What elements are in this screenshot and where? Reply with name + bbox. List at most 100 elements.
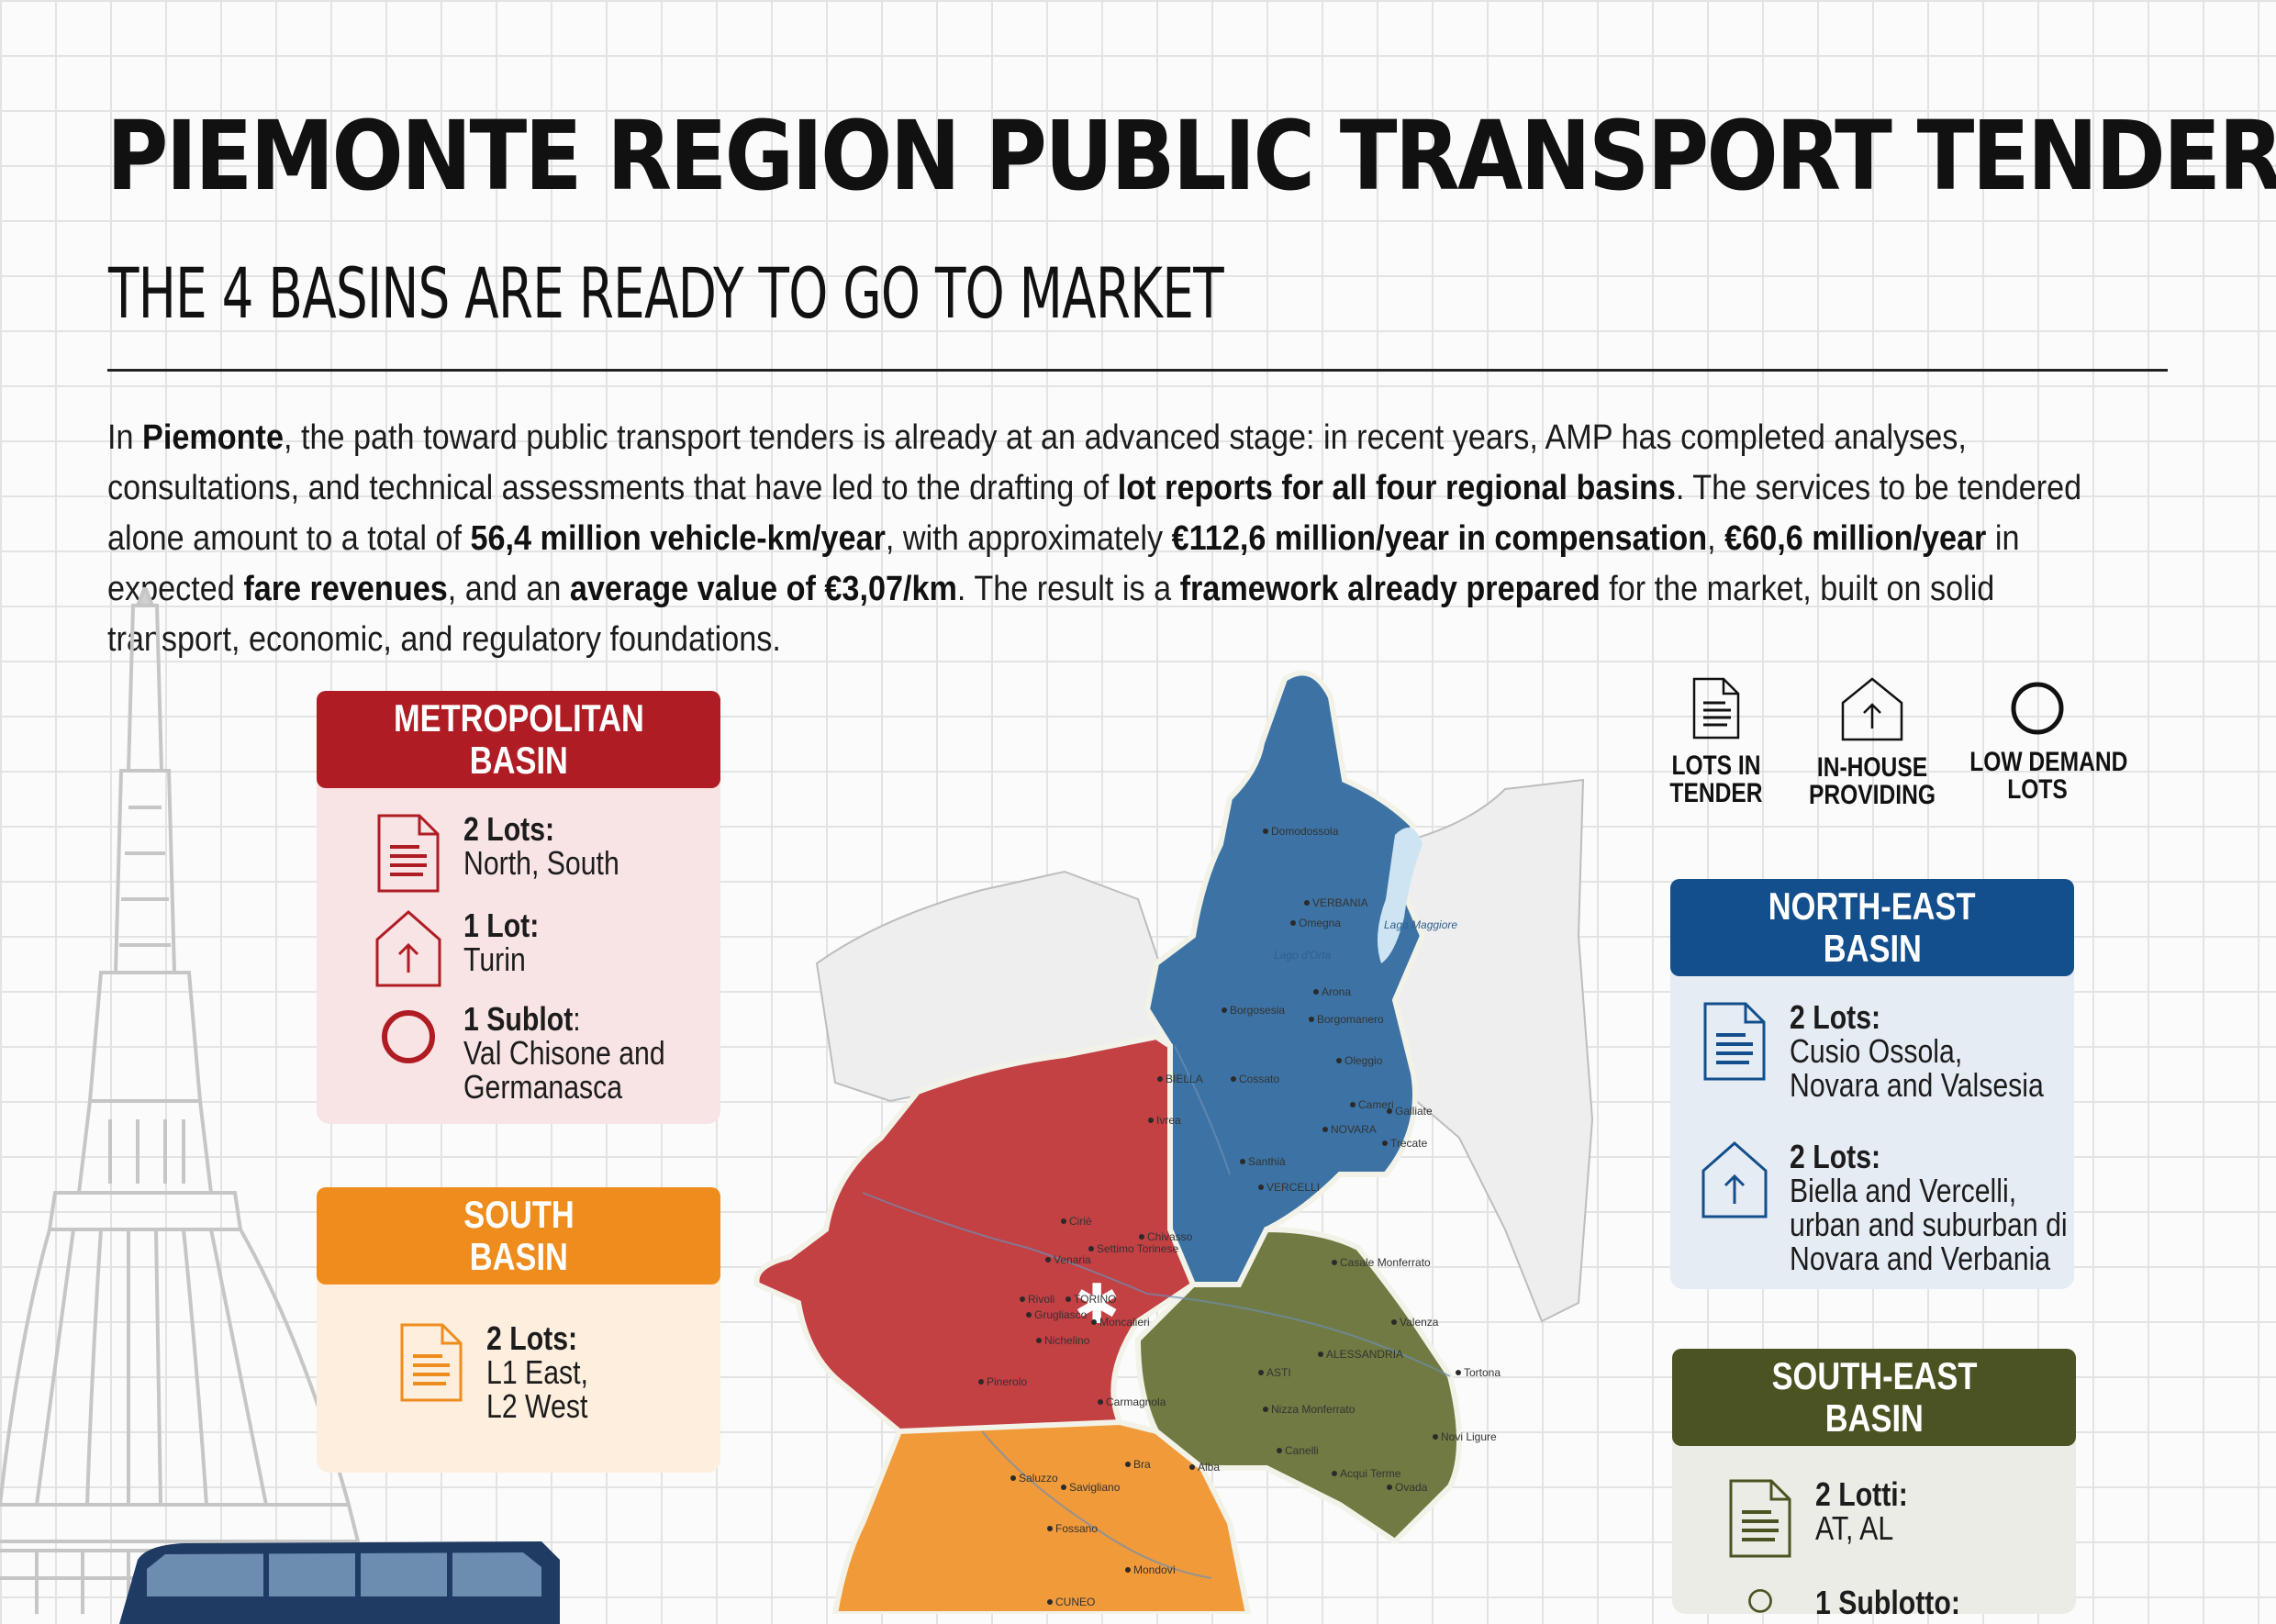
city-label: Santhià (1248, 1155, 1286, 1168)
city-label: Carmagnola (1106, 1396, 1166, 1408)
map-metropolitan-basin (753, 1033, 1197, 1444)
map-north-east-basin (1144, 670, 1426, 1287)
south-lots-in-tender: 2 Lots: L1 East, L2 West (395, 1321, 608, 1423)
city-dot (1313, 989, 1319, 995)
city-dot (1047, 1599, 1053, 1605)
item-heading: 2 Lots: (463, 810, 555, 848)
item-detail: Biella and Vercelli, (1790, 1172, 2017, 1209)
city-dot (1091, 1319, 1097, 1325)
city-dot (1026, 1312, 1032, 1318)
legend-lots-in-tender: LOTS IN TENDER (1634, 677, 1799, 807)
city-dot (1125, 1567, 1131, 1573)
city-label: Ciriè (1069, 1215, 1092, 1228)
basin-title-line: BASIN (469, 1235, 568, 1278)
intro-bold: €60,6 million/year (1724, 519, 1987, 558)
city-dot (1222, 1007, 1227, 1013)
city-dot (1456, 1370, 1461, 1375)
basin-title-line: SOUTH (463, 1193, 575, 1236)
item-detail: L1 East, (486, 1353, 588, 1391)
city-dot (1189, 1464, 1195, 1470)
city-label: Domodossola (1271, 825, 1339, 838)
metropolitan-lots-in-tender: 2 Lots: North, South (372, 812, 649, 895)
document-icon (1692, 677, 1740, 740)
item-detail: AT, AL (1815, 1509, 1894, 1547)
city-dot (1061, 1218, 1066, 1224)
city-dot (1382, 1140, 1388, 1146)
item-detail: Germanasca (463, 1068, 623, 1106)
metropolitan-in-house: 1 Lot: Turin (372, 908, 553, 991)
intro-paragraph: In Piemonte, the path toward public tran… (107, 413, 2123, 665)
city-dot (1263, 1407, 1268, 1412)
legend-label: LOW DEMAND (1969, 747, 2128, 777)
north-east-basin-card (1670, 963, 2074, 1289)
city-label: Galliate (1395, 1105, 1433, 1118)
item-heading: 2 Lots: (486, 1319, 578, 1357)
basin-title-line: SOUTH-EAST (1771, 1354, 1977, 1397)
city-dot (1020, 1296, 1025, 1302)
metropolitan-low-demand: 1 Sublot: Val Chisone and Germanasca (372, 1002, 704, 1104)
item-heading: 1 Sublotto: (1815, 1584, 1960, 1621)
intro-bold: lot reports for all four regional basins (1117, 469, 1676, 507)
south-east-basin-card (1672, 1431, 2076, 1614)
map-lake-maggiore (1378, 828, 1422, 963)
item-detail: Turin (463, 940, 526, 978)
legend-in-house: IN-HOUSE PROVIDING (1790, 677, 1955, 809)
city-dot (1065, 1296, 1071, 1302)
city-dot (1258, 1185, 1264, 1190)
page-title: PIEMONTE REGION PUBLIC TRANSPORT TENDERS… (106, 100, 2276, 212)
intro-text: , and an (447, 570, 570, 608)
item-detail: Novara and Valsesia (1790, 1066, 2044, 1104)
item-detail: Val Chisone and (463, 1034, 665, 1072)
house-arrow-icon (1701, 1140, 1768, 1218)
city-dot (1309, 1017, 1314, 1022)
city-dot (1336, 1058, 1342, 1063)
south-east-lots-in-tender: 2 Lotti: AT, AL (1724, 1477, 1925, 1560)
south-east-low-demand: 1 Sublotto: (1724, 1585, 1988, 1622)
header-divider (107, 369, 2168, 372)
intro-bold: €112,6 million/year in compensation (1171, 519, 1708, 558)
city-dot (1061, 1485, 1066, 1490)
item-detail: Novara and Verbania (1790, 1240, 2051, 1277)
city-dot (1387, 1108, 1392, 1114)
city-label: Mondovì (1133, 1563, 1176, 1576)
intro-bold: Piemonte (142, 418, 284, 457)
city-label: Alba (1198, 1461, 1220, 1474)
item-heading: 1 Lot: (463, 907, 540, 944)
item-heading: 2 Lots: (1790, 1138, 1881, 1175)
city-dot (1391, 1319, 1397, 1325)
city-dot (1240, 1159, 1245, 1164)
city-dot (1332, 1260, 1337, 1265)
city-label: Settimo Torinese (1097, 1242, 1178, 1255)
city-dot (1322, 1127, 1328, 1132)
city-label: VERBANIA (1312, 896, 1368, 909)
city-label: NOVARA (1331, 1123, 1377, 1136)
legend-label: TENDER (1669, 778, 1763, 808)
city-label: Nichelino (1044, 1334, 1090, 1347)
item-detail: urban and suburban di (1790, 1206, 2068, 1243)
south-basin-card (317, 1266, 720, 1473)
city-dot (978, 1379, 984, 1385)
city-label: Grugliasco (1034, 1308, 1088, 1321)
page-subtitle: THE 4 BASINS ARE READY TO GO TO MARKET (108, 252, 1224, 334)
intro-bold: fare revenues (243, 570, 448, 608)
legend-label: IN-HOUSE (1816, 752, 1928, 783)
city-label: Borgomanero (1317, 1013, 1384, 1026)
document-icon (1703, 1002, 1766, 1081)
item-heading: 1 Sublot (463, 1000, 574, 1038)
circle-icon (2011, 682, 2064, 735)
basin-title-line: BASIN (1823, 927, 1922, 970)
intro-bold: average value of €3,07/km (569, 570, 957, 608)
basin-title-line: METROPOLITAN (393, 696, 644, 740)
intro-bold: framework already prepared (1179, 570, 1601, 608)
city-dot (1332, 1471, 1337, 1476)
legend-label: PROVIDING (1808, 780, 1936, 810)
city-dot (1387, 1485, 1392, 1490)
north-east-basin-title: NORTH-EAST BASIN (1670, 879, 2074, 976)
metropolitan-basin-title: METROPOLITAN BASIN (317, 691, 720, 788)
city-label: Bra (1133, 1458, 1151, 1471)
city-label: Trecate (1390, 1137, 1428, 1150)
city-label: Ivrea (1156, 1114, 1181, 1127)
north-east-lots-in-tender: 2 Lots: Cusio Ossola, Novara and Valsesi… (1698, 1000, 2092, 1102)
city-dot (1036, 1338, 1042, 1343)
city-label: Arona (1322, 985, 1351, 998)
